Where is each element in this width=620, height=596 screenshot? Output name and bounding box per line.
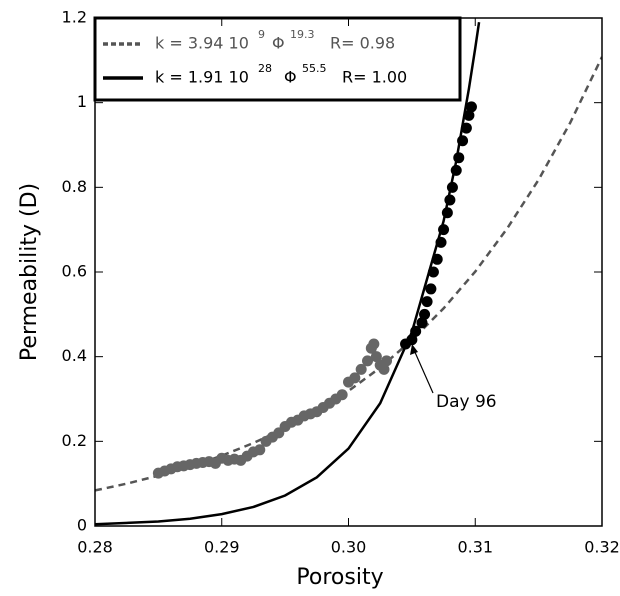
data-point bbox=[254, 444, 266, 456]
data-point bbox=[457, 135, 469, 147]
data-point bbox=[444, 194, 456, 206]
data-point bbox=[362, 355, 374, 367]
data-point bbox=[349, 372, 361, 384]
data-point bbox=[419, 308, 431, 320]
data-point bbox=[381, 355, 393, 367]
data-point bbox=[435, 236, 447, 248]
x-axis-label: Porosity bbox=[296, 565, 383, 590]
y-tick-label: 0.6 bbox=[62, 262, 87, 281]
legend-label: 19.3 bbox=[290, 28, 315, 41]
data-point bbox=[406, 334, 418, 346]
y-tick-label: 0.8 bbox=[62, 177, 87, 196]
data-point bbox=[416, 317, 428, 329]
y-tick-label: 1 bbox=[77, 92, 87, 111]
data-point bbox=[421, 296, 433, 308]
legend-label: R= 0.98 bbox=[330, 34, 395, 53]
annotation-arrow bbox=[413, 349, 434, 394]
y-tick-label: 1.2 bbox=[62, 8, 87, 27]
x-tick-label: 0.29 bbox=[204, 538, 240, 557]
fit-line bbox=[95, 56, 602, 492]
x-tick-label: 0.30 bbox=[331, 538, 367, 557]
plot-area bbox=[95, 22, 602, 526]
y-tick-label: 0.4 bbox=[62, 346, 87, 365]
data-point bbox=[431, 253, 443, 265]
data-point bbox=[370, 351, 382, 363]
data-point bbox=[438, 224, 450, 236]
legend-label: k = 3.94 10 bbox=[155, 34, 249, 53]
data-point bbox=[336, 389, 348, 401]
data-point bbox=[427, 266, 439, 278]
y-tick-label: 0.2 bbox=[62, 431, 87, 450]
data-point bbox=[441, 207, 453, 219]
x-tick-label: 0.32 bbox=[584, 538, 620, 557]
data-point bbox=[450, 164, 462, 176]
legend bbox=[93, 16, 462, 102]
legend-label: Φ bbox=[272, 34, 285, 53]
legend-label: 28 bbox=[258, 62, 272, 75]
data-point bbox=[463, 109, 475, 121]
data-point bbox=[460, 122, 472, 134]
y-axis-label: Permeability (D) bbox=[17, 183, 42, 361]
data-point bbox=[378, 363, 390, 375]
data-point bbox=[465, 101, 477, 113]
data-point bbox=[355, 363, 367, 375]
data-point bbox=[425, 283, 437, 295]
data-point bbox=[410, 325, 422, 337]
annotation-arrowhead bbox=[410, 344, 418, 355]
data-point bbox=[453, 152, 465, 164]
data-point bbox=[446, 181, 458, 193]
legend-label: Φ bbox=[284, 68, 297, 87]
legend-label: k = 1.91 10 bbox=[155, 68, 249, 87]
legend-label: 55.5 bbox=[302, 62, 327, 75]
x-tick-label: 0.31 bbox=[457, 538, 493, 557]
annotation: Day 96 bbox=[436, 392, 497, 412]
x-tick-label: 0.28 bbox=[77, 538, 113, 557]
legend-label: R= 1.00 bbox=[342, 68, 407, 87]
y-tick-label: 0 bbox=[77, 516, 87, 535]
data-point bbox=[368, 338, 380, 350]
legend-label: 9 bbox=[258, 28, 265, 41]
